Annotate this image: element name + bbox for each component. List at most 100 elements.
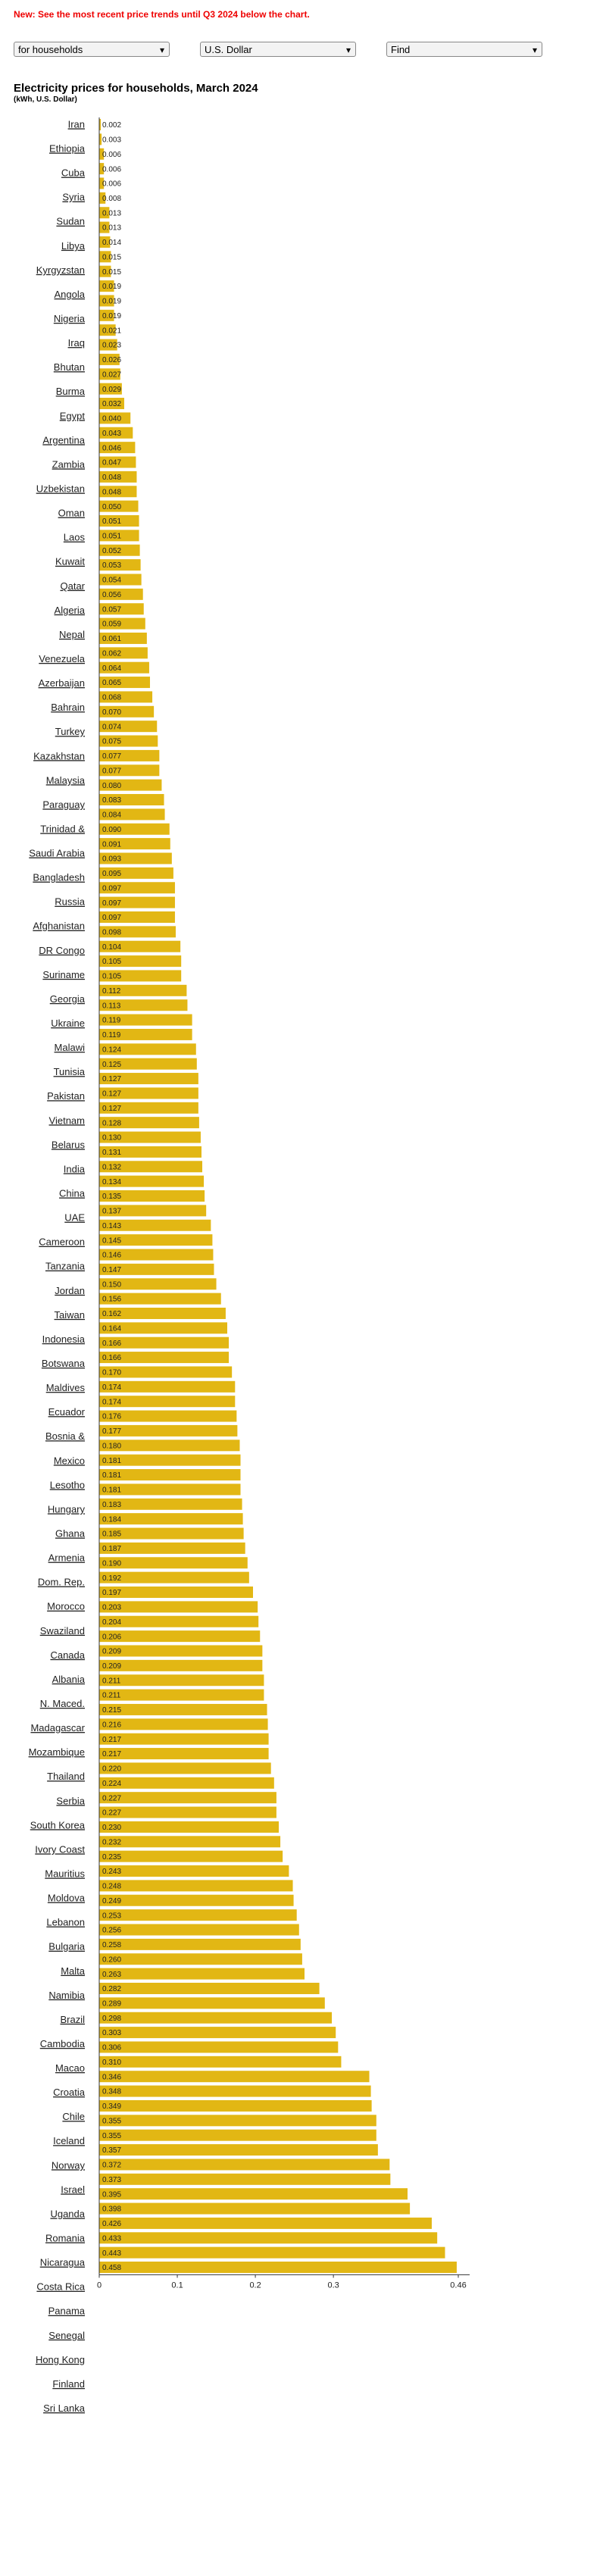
country-link[interactable]: Hungary [48,1503,86,1515]
country-link[interactable]: Uganda [50,2208,85,2219]
country-link[interactable]: Maldives [46,1382,86,1393]
country-link[interactable]: Malawi [55,1042,86,1053]
bar [99,2085,371,2097]
country-link[interactable]: Azerbaijan [39,677,85,689]
select[interactable]: Find [386,42,542,58]
country-link[interactable]: Albania [52,1674,86,1685]
country-link[interactable]: Libya [61,240,86,252]
country-link[interactable]: Cuba [61,167,86,179]
country-link[interactable]: Moldova [48,1893,86,1904]
country-link[interactable]: Bahrain [51,702,85,713]
country-link[interactable]: Nigeria [54,313,86,324]
country-link[interactable]: Argentina [42,434,85,445]
country-link[interactable]: Qatar [60,580,85,592]
country-link[interactable]: Turkey [55,726,86,737]
country-link[interactable]: China [59,1188,86,1199]
country-link[interactable]: Bulgaria [48,1941,85,1952]
country-link[interactable]: Iraq [68,337,85,349]
country-link[interactable]: Chile [62,2111,85,2122]
country-link[interactable]: DR Congo [39,945,85,956]
country-link[interactable]: Dom. Rep. [38,1577,85,1588]
country-link[interactable]: Zambia [52,458,86,470]
country-link[interactable]: Angola [55,289,86,300]
country-link[interactable]: Mozambique [29,1746,85,1758]
country-link[interactable]: Costa Rica [36,2281,85,2293]
country-link[interactable]: Jordan [55,1285,85,1296]
country-link[interactable]: Sudan [56,216,85,227]
country-link[interactable]: Serbia [56,1795,85,1806]
country-link[interactable]: Venezuela [39,653,85,664]
country-link[interactable]: Mauritius [45,1868,85,1879]
country-link[interactable]: Thailand [47,1771,85,1782]
country-link[interactable]: Macao [55,2062,85,2074]
country-link[interactable]: Oman [58,508,85,519]
country-link[interactable]: Malaysia [46,774,86,786]
country-link[interactable]: Madagascar [30,1722,85,1733]
country-link[interactable]: Namibia [48,1990,85,2001]
country-link[interactable]: Botswana [42,1358,86,1369]
bar [99,1615,259,1627]
country-link[interactable]: Swaziland [40,1625,85,1637]
country-link[interactable]: Kuwait [55,556,85,567]
country-link[interactable]: Taiwan [55,1309,85,1321]
country-link[interactable]: Tunisia [54,1066,86,1077]
country-link[interactable]: Tanzania [45,1261,86,1272]
country-link[interactable]: Lesotho [50,1479,85,1490]
country-link[interactable]: Armenia [48,1552,86,1564]
country-link[interactable]: Russia [55,896,86,908]
country-link[interactable]: Ghana [55,1527,86,1539]
country-link[interactable]: Kyrgyzstan [36,264,85,276]
country-link[interactable]: Nicaragua [40,2257,86,2268]
country-link[interactable]: Sri Lanka [43,2402,86,2414]
country-link[interactable]: Iceland [53,2135,85,2146]
select[interactable]: U.S. Dollar [200,42,356,58]
country-link[interactable]: Laos [64,532,86,543]
country-link[interactable]: Nepal [59,629,85,640]
country-link[interactable]: Romania [45,2233,86,2244]
country-link[interactable]: Finland [52,2378,85,2390]
country-link[interactable]: Burma [56,386,86,397]
country-link[interactable]: Iran [68,118,85,130]
country-link[interactable]: Panama [48,2306,86,2317]
country-link[interactable]: Israel [61,2184,85,2195]
country-link[interactable]: Ukraine [51,1018,85,1029]
country-link[interactable]: Bosnia & [45,1430,85,1442]
country-link[interactable]: Morocco [47,1601,85,1612]
country-link[interactable]: Mexico [54,1455,85,1466]
country-link[interactable]: Ecuador [48,1406,86,1418]
country-link[interactable]: Uzbekistan [36,483,85,494]
country-link[interactable]: Cameroon [39,1236,85,1248]
country-link[interactable]: Norway [52,2159,86,2171]
country-link[interactable]: Saudi Arabia [29,848,85,859]
country-link[interactable]: Vietnam [49,1114,85,1126]
country-link[interactable]: Algeria [55,605,86,616]
country-link[interactable]: Syria [62,192,85,203]
country-link[interactable]: Brazil [60,2014,85,2025]
country-link[interactable]: UAE [64,1212,85,1224]
country-link[interactable]: Egypt [60,410,86,421]
country-link[interactable]: Trinidad & [40,823,85,834]
country-link[interactable]: Lebanon [46,1917,85,1928]
country-link[interactable]: Malta [61,1965,86,1977]
country-link[interactable]: N. Maced. [40,1698,85,1709]
select[interactable]: for households [14,42,170,58]
country-link[interactable]: Suriname [42,969,85,980]
country-link[interactable]: India [64,1163,86,1174]
country-link[interactable]: Hong Kong [36,2354,85,2365]
country-link[interactable]: Canada [50,1649,85,1661]
country-link[interactable]: Cambodia [40,2038,86,2049]
country-link[interactable]: Belarus [52,1139,86,1150]
country-link[interactable]: Bhutan [54,361,85,373]
country-link[interactable]: Senegal [48,2330,85,2341]
country-link[interactable]: Bangladesh [33,872,85,883]
country-link[interactable]: Ivory Coast [35,1843,85,1855]
country-link[interactable]: Georgia [50,993,86,1005]
country-link[interactable]: Kazakhstan [33,750,85,761]
country-link[interactable]: Ethiopia [49,143,86,155]
country-link[interactable]: South Korea [30,1819,86,1830]
country-link[interactable]: Indonesia [42,1333,86,1345]
country-link[interactable]: Croatia [53,2087,86,2098]
country-link[interactable]: Pakistan [47,1090,85,1102]
country-link[interactable]: Afghanistan [33,921,85,932]
country-link[interactable]: Paraguay [42,799,85,810]
